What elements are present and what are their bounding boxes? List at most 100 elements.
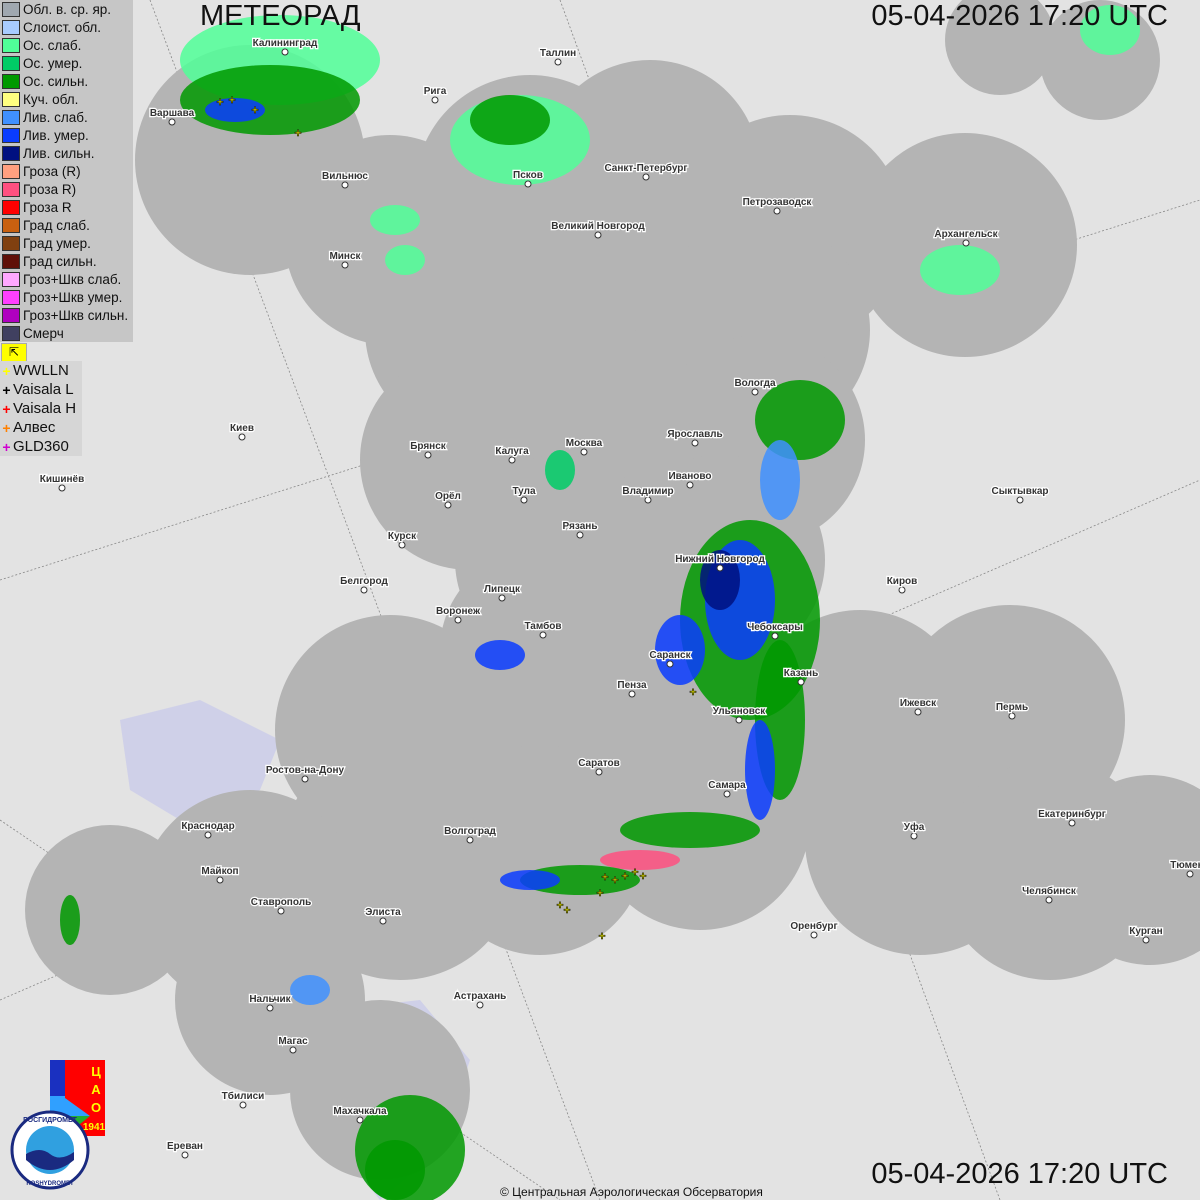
city-marker: Астрахань (452, 990, 508, 1009)
city-marker: Кишинёв (39, 473, 85, 492)
city-dot-icon (476, 1001, 484, 1009)
lightning-strike-icon: + (639, 869, 646, 883)
city-label: Владимир (622, 486, 673, 497)
precipitation-cell (520, 865, 640, 895)
legend-toggle-button[interactable]: ⇱ (1, 343, 27, 362)
precipitation-cell (365, 1140, 425, 1200)
city-marker: Ставрополь (250, 896, 312, 915)
radar-coverage (25, 0, 1200, 1180)
city-marker: Таллин (539, 47, 577, 66)
legend-label: Смерч (23, 325, 64, 341)
city-marker: Ростов-на-Дону (265, 764, 346, 783)
city-marker: Воронеж (435, 605, 482, 624)
city-dot-icon (910, 832, 918, 840)
city-label: Петрозаводск (743, 197, 813, 208)
city-marker: Волгоград (443, 825, 498, 844)
city-label: Калининград (253, 38, 318, 49)
lightning-label: Vaisala L (13, 381, 74, 398)
lightning-source-toggle[interactable]: + WWLLN (0, 361, 82, 380)
city-label: Иваново (668, 471, 711, 482)
city-label: Пенза (617, 680, 647, 691)
city-marker: Пенза (616, 679, 648, 698)
city-dot-icon (360, 586, 368, 594)
city-marker: Белгород (339, 575, 390, 594)
city-label: Тамбов (524, 620, 561, 632)
legend-item: Обл. в. ср. яр. (0, 0, 133, 18)
city-dot-icon (444, 501, 452, 509)
city-marker: Ярославль (666, 428, 724, 447)
city-label: Брянск (410, 441, 447, 452)
city-label: Ярославль (667, 429, 722, 440)
legend-label: Обл. в. ср. яр. (23, 1, 112, 17)
city-marker: Саратов (577, 757, 621, 776)
lightning-cross-icon: + (2, 362, 11, 379)
lightning-source-toggle[interactable]: + Vaisala H (0, 399, 82, 418)
city-marker: Вильнюс (321, 170, 370, 189)
city-label: Уфа (904, 821, 925, 833)
timestamp-bottom: 05-04-2026 17:20 UTC (871, 1158, 1168, 1190)
city-marker: Ульяновск (711, 705, 768, 724)
city-label: Рязань (563, 521, 598, 532)
city-label: Ставрополь (251, 897, 311, 908)
city-dot-icon (642, 173, 650, 181)
city-marker: Самара (707, 779, 747, 798)
precipitation-cell (920, 245, 1000, 295)
city-dot-icon (524, 180, 532, 188)
lightning-strike-icon: + (556, 898, 563, 912)
city-label: Махачкала (333, 1106, 387, 1117)
city-label: Ростов-на-Дону (266, 765, 345, 776)
city-dot-icon (181, 1151, 189, 1159)
legend-item: Гроза R) (0, 180, 133, 198)
lightning-label: Vaisala H (13, 400, 77, 417)
lightning-source-toggle[interactable]: + Алвес (0, 418, 82, 437)
lightning-strike-icon: + (631, 865, 638, 879)
lightning-strike-icon: + (294, 126, 301, 140)
precipitation-cell (545, 450, 575, 490)
legend-item: Лив. умер. (0, 126, 133, 144)
city-dot-icon (204, 831, 212, 839)
city-dot-icon (379, 917, 387, 925)
legend-swatch (2, 127, 20, 143)
city-dot-icon (431, 96, 439, 104)
legend-label: Гроза R) (23, 181, 77, 197)
city-marker: Минск (328, 250, 363, 269)
city-dot-icon (628, 690, 636, 698)
city-dot-icon (341, 261, 349, 269)
precipitation-legend: Обл. в. ср. яр. Слоист. обл. Ос. слаб. Ос. … (0, 0, 133, 342)
city-dot-icon (580, 448, 588, 456)
city-marker: Ижевск (899, 697, 938, 716)
city-label: Самара (708, 780, 746, 791)
city-label: Ереван (167, 1141, 203, 1152)
precipitation-cell (1080, 5, 1140, 55)
city-dot-icon (797, 678, 805, 686)
legend-swatch (2, 271, 20, 287)
lightning-strikes: + + + + +++ +++ ++++ (216, 93, 697, 944)
legend-item: Гроз+Шкв умер. (0, 288, 133, 306)
city-label: Ижевск (900, 698, 937, 709)
city-dot-icon (58, 484, 66, 492)
lightning-strike-icon: + (228, 93, 235, 107)
legend-item: Гроза R (0, 198, 133, 216)
legend-label: Ос. слаб. (23, 37, 82, 53)
city-marker: Казань (783, 667, 820, 686)
precipitation-cell (370, 205, 420, 235)
city-marker: Рига (422, 85, 448, 104)
city-label: Варшава (150, 108, 195, 119)
legend-label: Гроз+Шкв умер. (23, 289, 123, 305)
lightning-source-toggle[interactable]: + Vaisala L (0, 380, 82, 399)
lightning-strike-icon: + (216, 95, 223, 109)
lightning-source-toggle[interactable]: + GLD360 (0, 437, 82, 456)
city-marker: Калуга (494, 445, 530, 464)
legend-swatch (2, 19, 20, 35)
legend-item: Гроза (R) (0, 162, 133, 180)
legend-label: Град умер. (23, 235, 91, 251)
city-label: Орёл (435, 491, 461, 502)
city-label: Вологда (734, 378, 776, 389)
legend-swatch (2, 109, 20, 125)
legend-item: Гроз+Шкв слаб. (0, 270, 133, 288)
city-marker: Курган (1128, 925, 1164, 944)
svg-text:РОСГИДРОМЕТ: РОСГИДРОМЕТ (23, 1117, 78, 1124)
city-label: Киев (230, 423, 254, 434)
city-dot-icon (771, 632, 779, 640)
